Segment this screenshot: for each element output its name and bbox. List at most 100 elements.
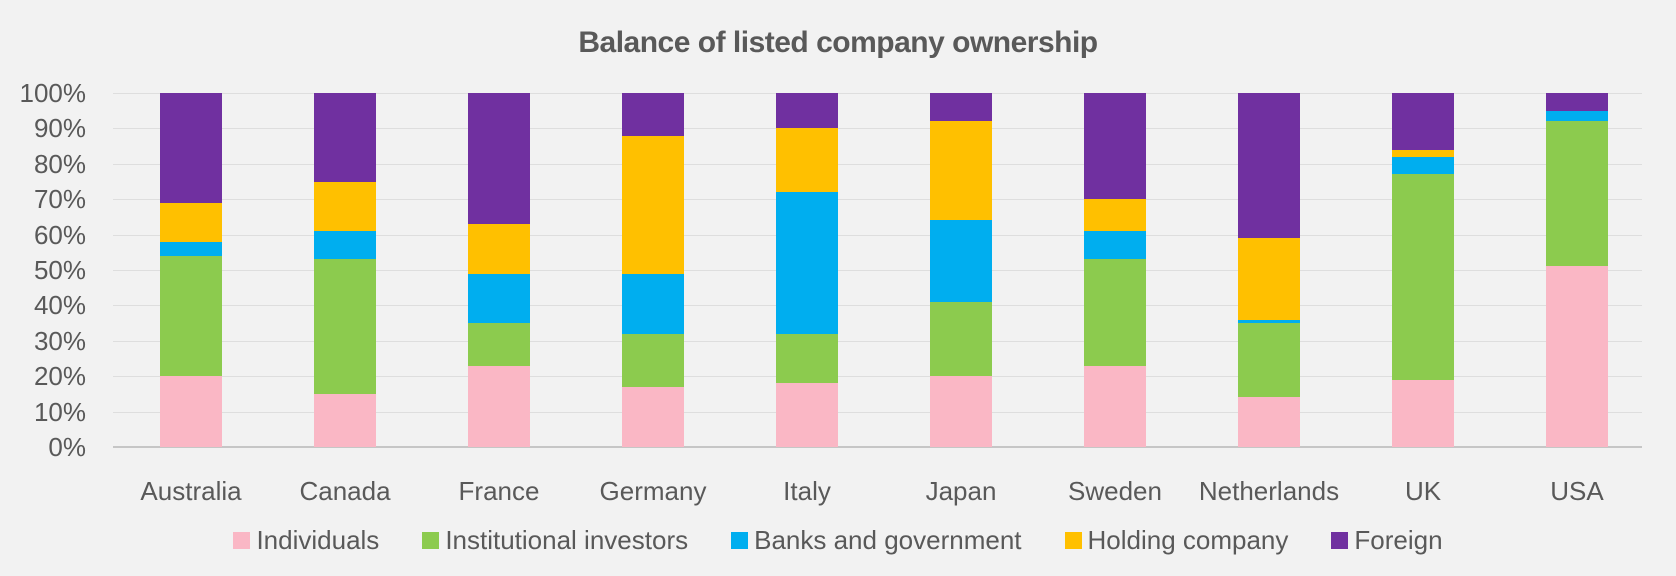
bar-segment-italy-holding-company[interactable] — [776, 128, 838, 193]
gridline-20 — [113, 376, 1642, 378]
bar-netherlands — [1238, 93, 1300, 447]
y-tick-label-10: 10% — [33, 396, 86, 427]
bar-segment-australia-foreign[interactable] — [160, 93, 222, 203]
x-axis-label-italy: Italy — [783, 476, 831, 506]
bar-segment-italy-banks-and-government[interactable] — [776, 192, 838, 334]
bar-segment-germany-banks-and-government[interactable] — [622, 273, 684, 334]
y-tick-label-40: 40% — [33, 290, 86, 321]
bar-segment-netherlands-individuals[interactable] — [1238, 397, 1300, 447]
x-axis-label-usa: USA — [1550, 476, 1604, 506]
bar-segment-australia-institutional-investors[interactable] — [160, 255, 222, 377]
legend-label: Banks and government — [754, 524, 1022, 555]
x-axis-label-japan: Japan — [925, 476, 997, 506]
bar-segment-france-holding-company[interactable] — [468, 224, 530, 274]
x-axis-line — [113, 446, 1642, 448]
legend-item-individuals[interactable]: Individuals — [233, 525, 379, 556]
bar-segment-japan-banks-and-government[interactable] — [930, 220, 992, 302]
bar-segment-japan-institutional-investors[interactable] — [930, 301, 992, 377]
legend-item-holding-company[interactable]: Holding company — [1064, 524, 1289, 556]
x-axis-label-germany: Germany — [599, 476, 707, 506]
plot-area — [113, 93, 1642, 448]
gridline-30 — [113, 340, 1642, 342]
y-tick-label-60: 60% — [33, 219, 86, 250]
legend-label: Foreign — [1354, 524, 1443, 555]
bar-segment-netherlands-holding-company[interactable] — [1238, 238, 1300, 320]
y-tick-label-80: 80% — [33, 148, 86, 179]
bar-segment-france-banks-and-government[interactable] — [468, 273, 530, 324]
bar-segment-uk-individuals[interactable] — [1392, 379, 1454, 447]
bar-segment-sweden-holding-company[interactable] — [1084, 199, 1146, 232]
legend-item-institutional-investors[interactable]: Institutional investors — [422, 525, 688, 556]
y-tick-label-50: 50% — [33, 255, 86, 285]
y-tick-label-90: 90% — [33, 113, 86, 144]
bar-japan — [930, 93, 992, 447]
gridline-90 — [113, 128, 1642, 130]
bar-segment-australia-holding-company[interactable] — [160, 202, 222, 242]
x-axis-label-uk: UK — [1404, 476, 1442, 506]
bar-segment-france-individuals[interactable] — [468, 365, 530, 447]
chart-title: Balance of listed company ownership — [578, 26, 1098, 59]
gridline-10 — [113, 411, 1642, 413]
bar-segment-japan-holding-company[interactable] — [930, 121, 992, 221]
bar-segment-usa-institutional-investors[interactable] — [1546, 121, 1608, 267]
bar-segment-canada-institutional-investors[interactable] — [314, 259, 376, 394]
legend-label: Institutional investors — [445, 524, 689, 555]
bar-segment-netherlands-banks-and-government[interactable] — [1238, 319, 1300, 324]
bar-segment-japan-foreign[interactable] — [930, 93, 992, 122]
gridline-100 — [113, 93, 1642, 94]
bar-segment-italy-institutional-investors[interactable] — [776, 333, 838, 384]
bar-australia — [160, 93, 222, 447]
bar-segment-canada-banks-and-government[interactable] — [314, 231, 376, 260]
y-tick-label-70: 70% — [33, 184, 86, 215]
legend-swatch-icon — [1064, 531, 1082, 549]
gridline-50 — [113, 270, 1642, 271]
bar-segment-germany-individuals[interactable] — [622, 386, 684, 447]
bar-france — [468, 93, 530, 447]
legend: Individuals Institutional investors Banks … — [0, 524, 1676, 556]
bar-segment-germany-foreign[interactable] — [622, 93, 684, 136]
bar-segment-netherlands-foreign[interactable] — [1238, 93, 1300, 239]
bar-segment-canada-foreign[interactable] — [314, 93, 376, 182]
bar-segment-france-institutional-investors[interactable] — [468, 323, 530, 366]
bar-segment-sweden-institutional-investors[interactable] — [1084, 259, 1146, 366]
bar-usa — [1546, 93, 1608, 447]
bar-segment-australia-banks-and-government[interactable] — [160, 241, 222, 256]
bar-segment-usa-banks-and-government[interactable] — [1546, 110, 1608, 122]
bar-segment-uk-banks-and-government[interactable] — [1392, 156, 1454, 175]
y-tick-label-30: 30% — [33, 325, 86, 356]
bar-uk — [1392, 93, 1454, 447]
legend-swatch-icon — [731, 531, 749, 549]
bar-segment-sweden-individuals[interactable] — [1084, 365, 1146, 447]
x-axis-label-netherlands: Netherlands — [1198, 476, 1340, 506]
y-tick-label-100: 100% — [19, 78, 87, 108]
legend-item-banks-and-government[interactable]: Banks and government — [731, 524, 1022, 556]
bar-segment-uk-institutional-investors[interactable] — [1392, 174, 1454, 380]
legend-item-foreign[interactable]: Foreign — [1331, 524, 1443, 556]
bar-segment-france-foreign[interactable] — [468, 93, 530, 225]
bar-segment-sweden-banks-and-government[interactable] — [1084, 231, 1146, 260]
gridline-60 — [113, 234, 1642, 236]
bar-segment-canada-individuals[interactable] — [314, 393, 376, 447]
x-axis-label-france: France — [458, 476, 540, 506]
legend-label: Individuals — [256, 524, 380, 555]
bar-segment-canada-holding-company[interactable] — [314, 181, 376, 232]
bar-segment-germany-institutional-investors[interactable] — [622, 333, 684, 387]
legend-swatch-icon — [1331, 531, 1349, 549]
bar-germany — [622, 93, 684, 447]
bar-segment-uk-holding-company[interactable] — [1392, 149, 1454, 157]
bar-segment-italy-individuals[interactable] — [776, 383, 838, 447]
bar-segment-australia-individuals[interactable] — [160, 376, 222, 447]
bar-segment-sweden-foreign[interactable] — [1084, 93, 1146, 200]
bar-segment-usa-foreign[interactable] — [1546, 93, 1608, 111]
bar-segment-japan-individuals[interactable] — [930, 376, 992, 447]
bar-segment-uk-foreign[interactable] — [1392, 93, 1454, 150]
bar-segment-usa-individuals[interactable] — [1546, 266, 1608, 447]
gridline-70 — [113, 199, 1642, 201]
bar-segment-italy-foreign[interactable] — [776, 93, 838, 129]
bar-segment-germany-holding-company[interactable] — [622, 135, 684, 274]
y-tick-label-20: 20% — [33, 361, 86, 392]
bar-sweden — [1084, 93, 1146, 447]
bar-segment-netherlands-institutional-investors[interactable] — [1238, 323, 1300, 398]
legend-label: Holding company — [1087, 524, 1289, 555]
